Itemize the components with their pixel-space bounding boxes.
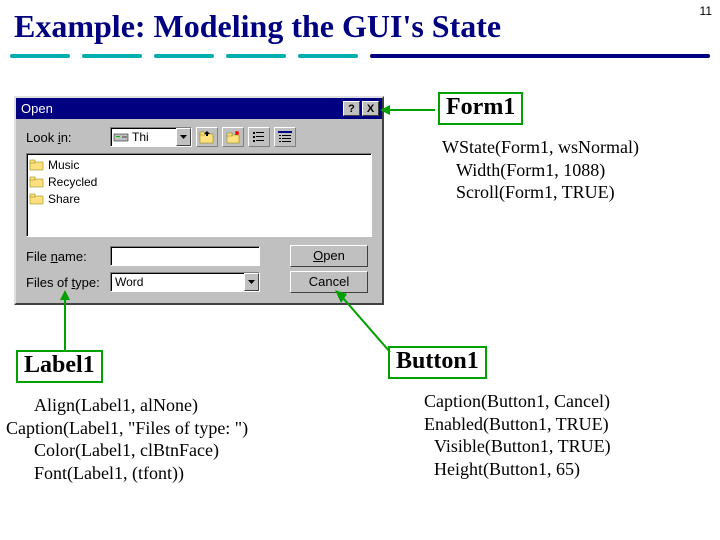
filetype-label: Files of type: — [26, 275, 110, 290]
list-item[interactable]: Share — [29, 190, 369, 207]
filename-input[interactable] — [110, 246, 260, 266]
folder-icon — [29, 175, 45, 188]
dialog-titlebar[interactable]: Open ? X — [16, 98, 382, 119]
lookin-combo[interactable]: Thi — [110, 127, 192, 147]
list-item[interactable]: Recycled — [29, 173, 369, 190]
annot-label1-heading: Label1 — [16, 350, 103, 383]
title-underline — [10, 52, 710, 58]
list-view-button[interactable] — [248, 127, 270, 147]
annot-label1-body: Align(Label1, alNone) Caption(Label1, "F… — [6, 394, 248, 484]
drive-icon — [113, 130, 129, 144]
list-item[interactable]: Music — [29, 156, 369, 173]
file-name: Music — [48, 158, 79, 172]
slide-title: Example: Modeling the GUI's State — [0, 0, 720, 47]
folder-icon — [29, 192, 45, 205]
filetype-value: Word — [111, 275, 244, 289]
annot-button1-body: Caption(Button1, Cancel) Enabled(Button1… — [424, 390, 611, 480]
lookin-value: Thi — [131, 130, 176, 144]
new-folder-button[interactable] — [222, 127, 244, 147]
up-folder-button[interactable] — [196, 127, 218, 147]
annot-form1-heading: Form1 — [438, 92, 523, 125]
file-name: Recycled — [48, 175, 97, 189]
close-button[interactable]: X — [362, 101, 379, 116]
dialog-title: Open — [19, 101, 53, 116]
file-list[interactable]: Music Recycled Share — [26, 153, 372, 237]
chevron-down-icon[interactable] — [176, 128, 191, 146]
open-button[interactable]: Open — [290, 245, 368, 267]
file-name: Share — [48, 192, 80, 206]
filename-label: File name: — [26, 249, 110, 264]
annot-form1-body: WState(Form1, wsNormal) Width(Form1, 108… — [442, 136, 639, 204]
folder-icon — [29, 158, 45, 171]
arrow-form1 — [380, 100, 440, 120]
annot-button1-heading: Button1 — [388, 346, 487, 379]
filetype-combo[interactable]: Word — [110, 272, 260, 292]
chevron-down-icon[interactable] — [244, 273, 259, 291]
open-dialog: Open ? X Look in: Thi — [14, 96, 384, 305]
help-button[interactable]: ? — [343, 101, 360, 116]
lookin-label: Look in: — [26, 130, 110, 145]
details-view-button[interactable] — [274, 127, 296, 147]
slide-number: 11 — [700, 4, 712, 18]
